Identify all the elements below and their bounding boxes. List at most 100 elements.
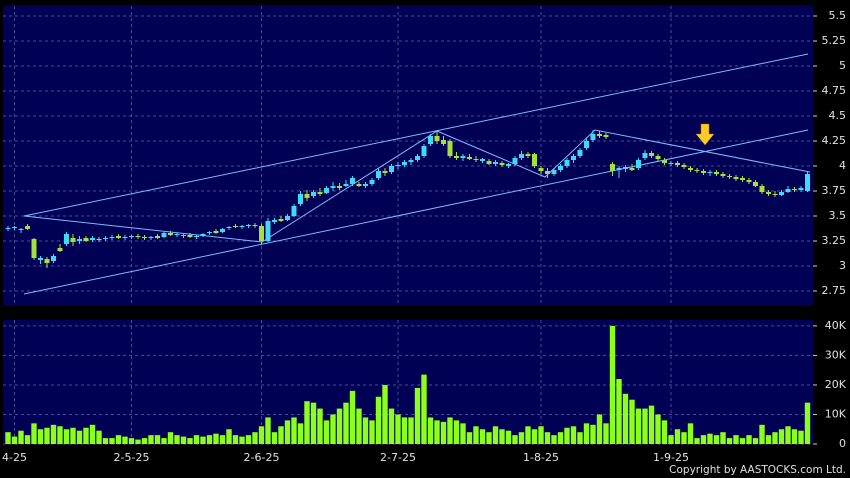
copyright: Copyright by AASTOCKS.com Ltd. bbox=[669, 464, 846, 476]
candle-body bbox=[298, 194, 303, 204]
candle-body bbox=[642, 153, 648, 158]
candle-body bbox=[616, 168, 622, 170]
trend-lines bbox=[23, 53, 811, 295]
volume-bar bbox=[369, 420, 375, 444]
volume-bar bbox=[135, 439, 141, 444]
candle-body bbox=[792, 189, 797, 190]
volume-bar bbox=[635, 408, 642, 444]
volume-bar bbox=[388, 408, 395, 444]
volume-bar bbox=[18, 430, 24, 444]
volume-bar bbox=[265, 417, 271, 444]
trend-line bbox=[23, 129, 809, 295]
mark-layer bbox=[5, 130, 811, 444]
volume-bar bbox=[804, 402, 811, 444]
volume-bar bbox=[408, 417, 414, 444]
candle-body bbox=[376, 171, 381, 178]
volume-bar bbox=[37, 429, 44, 444]
volume-bar bbox=[440, 421, 447, 444]
candle-body bbox=[519, 154, 524, 158]
candle-body bbox=[714, 172, 719, 174]
candle-body bbox=[168, 233, 173, 235]
volume-bar bbox=[122, 436, 128, 444]
volume-bar bbox=[596, 414, 603, 444]
volume-bar bbox=[479, 429, 486, 444]
arrow-marker bbox=[695, 123, 715, 146]
candle-body bbox=[525, 154, 531, 156]
volume-bar bbox=[310, 402, 317, 444]
volume-bar bbox=[538, 426, 544, 444]
candle-body bbox=[226, 227, 232, 228]
volume-bar bbox=[603, 423, 609, 444]
y-tick-label: 4.75 bbox=[822, 84, 847, 97]
candle-body bbox=[252, 225, 258, 226]
volume-bar bbox=[746, 435, 752, 444]
volume-bar bbox=[375, 396, 382, 444]
candle-body bbox=[441, 140, 446, 144]
candle-body bbox=[727, 176, 732, 177]
candle-body bbox=[83, 238, 89, 241]
volume-bar bbox=[258, 426, 265, 444]
candle-body bbox=[584, 141, 589, 148]
candle-body bbox=[415, 156, 420, 160]
candle-body bbox=[636, 160, 641, 168]
candle-body bbox=[512, 158, 518, 164]
volume-bar bbox=[31, 423, 37, 444]
candle-body bbox=[506, 164, 511, 166]
volume-bar bbox=[798, 430, 804, 444]
candle-body bbox=[746, 180, 752, 182]
candle-body bbox=[662, 160, 667, 163]
volume-bar bbox=[291, 417, 297, 444]
price-panel bbox=[3, 5, 813, 306]
candle-body bbox=[44, 259, 50, 263]
volume-bar bbox=[648, 405, 655, 444]
volume-bar bbox=[161, 438, 167, 444]
volume-bar bbox=[401, 417, 408, 444]
volume-bar bbox=[70, 427, 76, 444]
candle-body bbox=[395, 165, 401, 166]
volume-bar bbox=[531, 429, 538, 444]
volume-bar bbox=[245, 435, 252, 444]
volume-bar bbox=[167, 432, 174, 444]
volume-bar bbox=[551, 435, 557, 444]
y-tick-label: 10K bbox=[825, 407, 847, 420]
volume-bar bbox=[5, 432, 11, 444]
volume-bar bbox=[252, 432, 258, 444]
candle-body bbox=[480, 159, 485, 161]
candle-body bbox=[194, 236, 199, 237]
volume-bar bbox=[278, 426, 284, 444]
volume-bar bbox=[50, 424, 57, 444]
candle-body bbox=[402, 162, 407, 165]
candle-body bbox=[655, 156, 661, 159]
candle-body bbox=[688, 168, 693, 170]
volume-bar bbox=[193, 435, 200, 444]
candle-body bbox=[766, 192, 771, 194]
volume-bar bbox=[414, 387, 421, 444]
candle-body bbox=[233, 226, 238, 227]
candle-body bbox=[200, 234, 206, 236]
candle-body bbox=[681, 165, 687, 167]
volume-bar bbox=[590, 424, 596, 444]
volume-bar bbox=[304, 401, 310, 444]
volume-bar bbox=[434, 420, 440, 444]
volume-bar bbox=[174, 435, 180, 444]
candle-body bbox=[649, 153, 654, 156]
volume-bar bbox=[557, 432, 564, 444]
volume-bar bbox=[778, 429, 785, 444]
volume-bar bbox=[616, 379, 622, 444]
volume-bar bbox=[570, 426, 577, 444]
candle-body bbox=[759, 186, 765, 192]
candle-body bbox=[38, 258, 43, 260]
volume-bar bbox=[239, 436, 245, 444]
candle-body bbox=[558, 166, 563, 170]
volume-bar bbox=[681, 432, 687, 444]
candle-body bbox=[382, 171, 388, 173]
candle-body bbox=[25, 226, 30, 229]
trend-line bbox=[23, 53, 809, 217]
candle-body bbox=[246, 225, 251, 226]
candle-body bbox=[64, 234, 69, 244]
candle-body bbox=[597, 134, 602, 136]
candle-body bbox=[304, 194, 310, 198]
volume-bar bbox=[44, 427, 50, 444]
candle-body bbox=[109, 237, 115, 238]
candle-body bbox=[174, 234, 180, 235]
